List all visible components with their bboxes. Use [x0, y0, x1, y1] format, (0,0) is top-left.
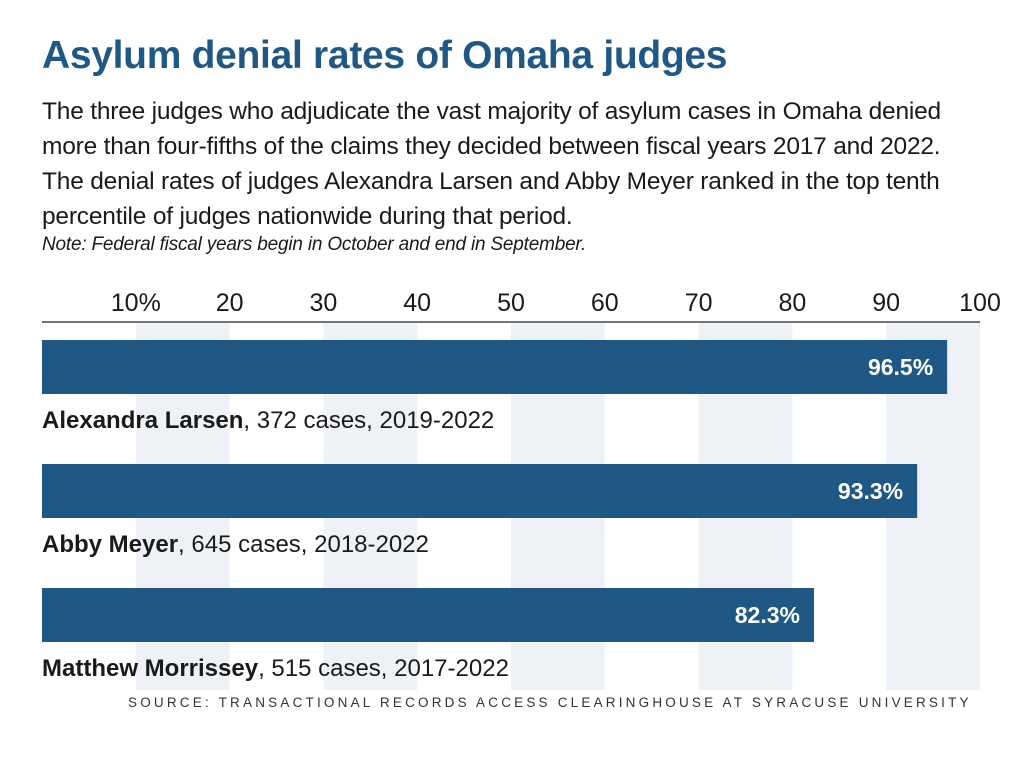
bar-labels: Alexandra Larsen, 372 cases, 2019-2022 Ab…: [42, 407, 509, 682]
x-tick-label: 10%: [111, 289, 161, 317]
bar: [42, 464, 918, 518]
chart-note: Note: Federal fiscal years begin in Octo…: [42, 234, 586, 255]
judge-name: Abby Meyer: [42, 531, 178, 558]
judge-details: , 372 cases, 2019-2022: [243, 407, 494, 434]
x-tick-label: 80: [778, 289, 806, 317]
bar: [42, 340, 948, 394]
x-tick-label: 60: [591, 289, 619, 317]
bar-value-label: 96.5%: [868, 354, 933, 380]
chart-subtitle: The three judges who adjudicate the vast…: [42, 98, 941, 230]
bar-value-label: 82.3%: [735, 602, 800, 628]
x-tick-label: 100: [959, 289, 1001, 317]
x-tick-label: 40: [403, 289, 431, 317]
bar-value-label: 93.3%: [838, 478, 903, 504]
judge-details: , 515 cases, 2017-2022: [258, 655, 509, 682]
x-tick-label: 90: [872, 289, 900, 317]
bar: [42, 588, 814, 642]
chart-title: Asylum denial rates of Omaha judges: [42, 34, 728, 77]
judge-name: Matthew Morrissey: [42, 655, 259, 682]
x-tick-label: 70: [685, 289, 713, 317]
judge-name: Alexandra Larsen: [42, 407, 243, 434]
category-label: Matthew Morrissey, 515 cases, 2017-2022: [42, 655, 509, 682]
x-axis-ticks: 10% 20 30 40 50 60 70 80 90 100: [42, 289, 1001, 323]
bar-chart: 10% 20 30 40 50 60 70 80 90 100 96.5% 93.3% 82.3% A…: [42, 289, 1001, 690]
x-tick-label: 30: [309, 289, 337, 317]
category-label: Alexandra Larsen, 372 cases, 2019-2022: [42, 407, 494, 434]
x-tick-label: 50: [497, 289, 525, 317]
bars: 96.5% 93.3% 82.3%: [42, 340, 948, 642]
source-note: SOURCE: TRANSACTIONAL RECORDS ACCESS CLE…: [128, 695, 972, 710]
category-label: Abby Meyer, 645 cases, 2018-2022: [42, 531, 429, 558]
judge-details: , 645 cases, 2018-2022: [178, 531, 429, 558]
x-tick-label: 20: [216, 289, 244, 317]
